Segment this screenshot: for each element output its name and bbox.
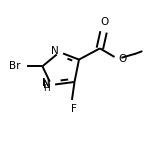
Text: O: O [100,17,109,27]
Text: F: F [71,104,77,114]
Text: N: N [42,78,50,88]
Text: H: H [43,84,50,93]
Text: N: N [51,46,59,56]
Text: O: O [119,54,127,64]
Text: Br: Br [9,61,20,71]
Text: N: N [43,80,51,90]
